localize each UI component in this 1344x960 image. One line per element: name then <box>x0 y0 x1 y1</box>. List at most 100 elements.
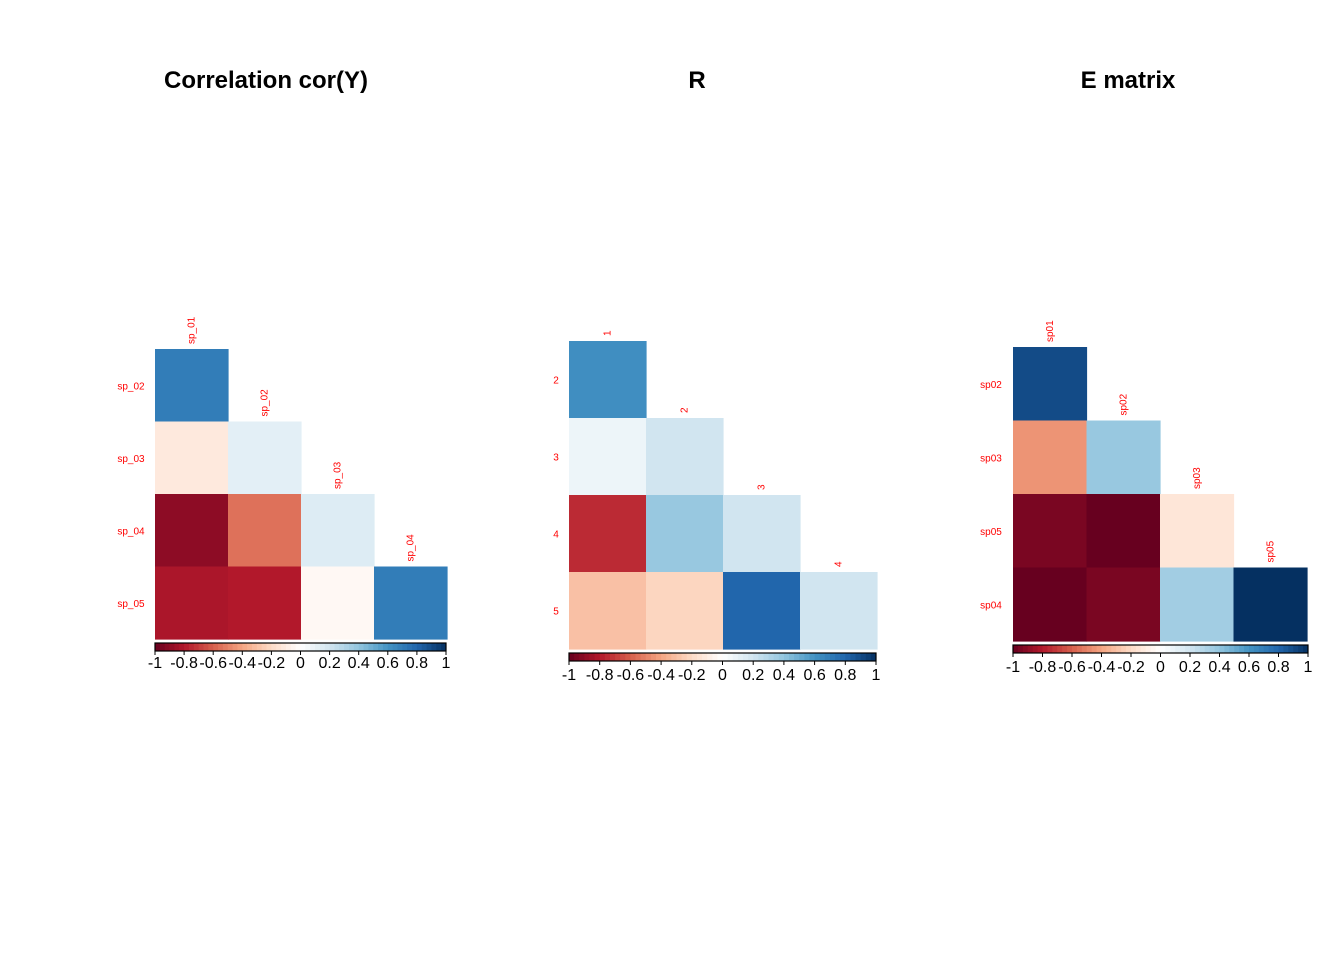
colorbar-segment <box>1140 645 1147 653</box>
heatmap-cell <box>569 572 647 650</box>
colorbar-segment <box>707 653 713 661</box>
colorbar-segment <box>1067 645 1073 653</box>
column-label: sp_02 <box>260 389 271 417</box>
colorbar-segment <box>441 643 447 651</box>
column-label: sp03 <box>1192 467 1203 489</box>
colorbar-segment <box>794 653 800 661</box>
colorbar-tick-label: -0.2 <box>1117 659 1145 676</box>
column-label: 3 <box>757 484 768 490</box>
colorbar-segment <box>809 653 816 661</box>
colorbar-segment <box>1022 645 1029 653</box>
colorbar-segment <box>860 653 867 661</box>
heatmap-cell <box>723 495 801 573</box>
colorbar-segment <box>1234 645 1240 653</box>
colorbar-segment <box>416 643 423 651</box>
heatmap-cell <box>569 341 647 419</box>
colorbar-segment <box>368 643 374 651</box>
colorbar-segment <box>242 643 248 651</box>
colorbar-segment <box>285 643 292 651</box>
heatmap-cell <box>155 494 229 568</box>
colorbar-segment <box>799 653 805 661</box>
row-label: 2 <box>553 376 559 387</box>
colorbar-segment <box>382 643 389 651</box>
colorbar-segment <box>773 653 780 661</box>
colorbar-tick-label: 0.8 <box>834 667 856 684</box>
colorbar-segment <box>1121 645 1127 653</box>
colorbar-segment <box>164 643 171 651</box>
column-label: sp_04 <box>406 534 417 562</box>
heatmap-cell <box>301 566 375 640</box>
colorbar-segment <box>655 653 662 661</box>
colorbar-segment <box>850 653 857 661</box>
chart-title: R <box>688 67 705 94</box>
colorbar-segment <box>589 653 596 661</box>
colorbar-segment <box>397 643 403 651</box>
heatmap-cell <box>1013 567 1088 642</box>
colorbar-segment <box>407 643 413 651</box>
colorbar-segment <box>1303 645 1309 653</box>
heatmap-cell <box>1013 494 1088 569</box>
colorbar-tick-label: 0.4 <box>1208 659 1230 676</box>
colorbar-segment <box>344 643 350 651</box>
colorbar-segment <box>310 643 316 651</box>
colorbar-segment <box>661 653 667 661</box>
colorbar-segment <box>824 653 831 661</box>
colorbar-segment <box>1175 645 1181 653</box>
colorbar-segment <box>426 643 432 651</box>
colorbar-segment <box>1239 645 1245 653</box>
colorbar-tick-label: -0.6 <box>199 655 227 672</box>
heatmap-cell <box>155 421 229 495</box>
colorbar-segment <box>1062 645 1068 653</box>
colorbar-segment <box>1081 645 1088 653</box>
colorbar-segment <box>1229 645 1235 653</box>
colorbar-segment <box>1278 645 1284 653</box>
colorbar-segment <box>814 653 821 661</box>
colorbar-segment <box>676 653 683 661</box>
heatmap-cell <box>1086 494 1161 569</box>
row-label: 3 <box>553 453 559 464</box>
column-label: 2 <box>680 407 691 413</box>
colorbar-segment <box>1199 645 1206 653</box>
colorbar-tick-label: 0 <box>1156 659 1165 676</box>
colorbar-segment <box>768 653 775 661</box>
colorbar-tick-label: -0.2 <box>258 655 286 672</box>
colorbar-segment <box>402 643 408 651</box>
heatmap-cell <box>646 572 724 650</box>
colorbar-segment <box>645 653 652 661</box>
colorbar-segment <box>635 653 642 661</box>
colorbar-segment <box>1116 645 1122 653</box>
colorbar-tick-label: 0.2 <box>318 655 340 672</box>
colorbar-segment <box>349 643 355 651</box>
colorbar-segment <box>742 653 749 661</box>
heatmap-panel-1: Correlation cor(Y) sp_02 sp_03 sp_04 sp_05 sp… <box>117 67 450 672</box>
colorbar-segment <box>748 653 754 661</box>
colorbar-segment <box>159 643 166 651</box>
row-label: 5 <box>553 607 559 618</box>
colorbar-segment <box>1101 645 1107 653</box>
colorbar-segment <box>324 643 331 651</box>
colorbar-tick-label: 0 <box>718 667 727 684</box>
colorbar-segment <box>213 643 219 651</box>
row-label: sp05 <box>980 527 1002 538</box>
colorbar-segment <box>436 643 442 651</box>
colorbar-segment <box>1155 645 1161 653</box>
chart-title: E matrix <box>1081 67 1176 94</box>
colorbar-segment <box>247 643 253 651</box>
colorbar-segment <box>1204 645 1211 653</box>
colorbar-segment <box>681 653 688 661</box>
colorbar-segment <box>358 643 365 651</box>
colorbar-segment <box>753 653 759 661</box>
colorbar-segment <box>870 653 877 661</box>
colorbar-segment <box>865 653 872 661</box>
colorbar-tick-label: 1 <box>442 655 451 672</box>
colorbar-tick-label: 1 <box>1304 659 1313 676</box>
colorbar-segment <box>1298 645 1304 653</box>
colorbar-segment <box>363 643 369 651</box>
heatmap-cell <box>228 566 302 640</box>
colorbar-segment <box>281 643 287 651</box>
colorbar-segment <box>1037 645 1043 653</box>
heatmap-cell <box>1013 347 1088 422</box>
colorbar-segment <box>1190 645 1196 653</box>
colorbar-segment <box>696 653 703 661</box>
row-label: sp_05 <box>117 599 145 610</box>
